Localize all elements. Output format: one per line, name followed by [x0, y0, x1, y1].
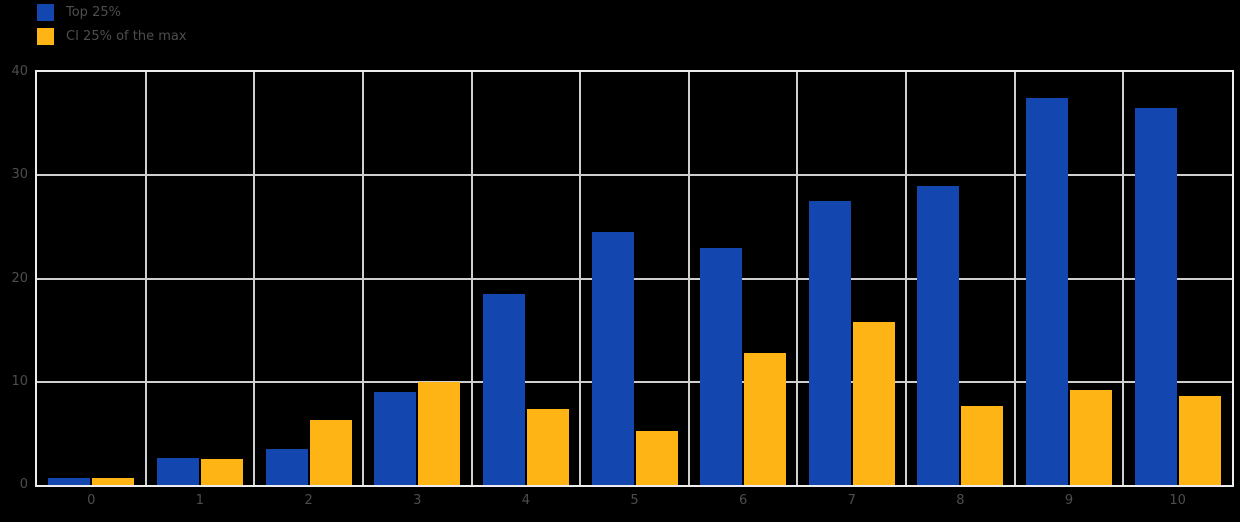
y-tick-label: 10: [11, 373, 28, 389]
gridline-horizontal: [37, 380, 1232, 383]
gridline-vertical: [253, 72, 256, 485]
gridline-horizontal: [37, 174, 1232, 177]
gridline-vertical: [470, 72, 473, 485]
x-tick-label: 8: [956, 493, 965, 508]
bar-yellow: [1178, 396, 1221, 485]
bar-yellow: [526, 408, 569, 485]
bar-yellow: [744, 352, 787, 485]
legend-swatch-yellow: [37, 27, 54, 45]
plot-area: [35, 70, 1234, 487]
gridline-vertical: [361, 72, 364, 485]
y-tick-label: 0: [19, 477, 28, 492]
bar-blue: [156, 458, 199, 485]
gridline-vertical: [1122, 72, 1125, 485]
bar-yellow: [200, 459, 243, 485]
legend-swatch-blue: [37, 3, 54, 21]
gridline-vertical: [687, 72, 690, 485]
bar-blue: [808, 201, 851, 485]
bar-yellow: [635, 431, 678, 485]
x-tick-label: 6: [738, 493, 748, 508]
x-tick-label: 9: [1064, 493, 1074, 508]
x-tick-label: 7: [847, 493, 856, 508]
bar-yellow: [852, 321, 895, 485]
gridline-vertical: [144, 72, 147, 485]
y-tick-label: 30: [11, 167, 28, 183]
bar-blue: [374, 392, 417, 485]
x-tick-label: 1: [195, 493, 205, 508]
bar-yellow: [418, 381, 461, 485]
x-tick-label: 0: [87, 493, 96, 508]
x-tick-label: 4: [521, 493, 530, 508]
bar-yellow: [92, 477, 135, 485]
legend-label-series2: CI 25% of the max: [66, 28, 187, 44]
x-tick-label: 10: [1169, 493, 1186, 508]
legend-item-series2: CI 25% of the max: [37, 27, 187, 45]
bar-blue: [48, 477, 91, 485]
gridline-vertical: [905, 72, 908, 485]
x-tick-label: 5: [630, 493, 639, 508]
bar-blue: [265, 448, 308, 485]
gridline-vertical: [1013, 72, 1016, 485]
bar-blue: [482, 294, 525, 485]
bar-yellow: [309, 419, 352, 485]
bar-blue: [1026, 97, 1069, 485]
bar-blue: [591, 232, 634, 485]
bar-yellow: [1070, 390, 1113, 485]
y-tick-label: 20: [11, 270, 28, 286]
gridline-vertical: [796, 72, 799, 485]
legend-item-series1: Top 25%: [37, 3, 187, 21]
bar-blue: [1134, 108, 1177, 485]
bar-blue: [917, 185, 960, 485]
x-tick-label: 3: [413, 493, 422, 508]
bar-yellow: [961, 405, 1004, 485]
gridline-horizontal: [37, 277, 1232, 280]
legend-label-series1: Top 25%: [66, 4, 121, 20]
x-tick-label: 2: [304, 493, 313, 508]
bar-blue: [700, 247, 743, 485]
y-tick-label: 40: [11, 64, 28, 79]
legend: Top 25% CI 25% of the max: [37, 3, 187, 45]
gridline-vertical: [579, 72, 582, 485]
